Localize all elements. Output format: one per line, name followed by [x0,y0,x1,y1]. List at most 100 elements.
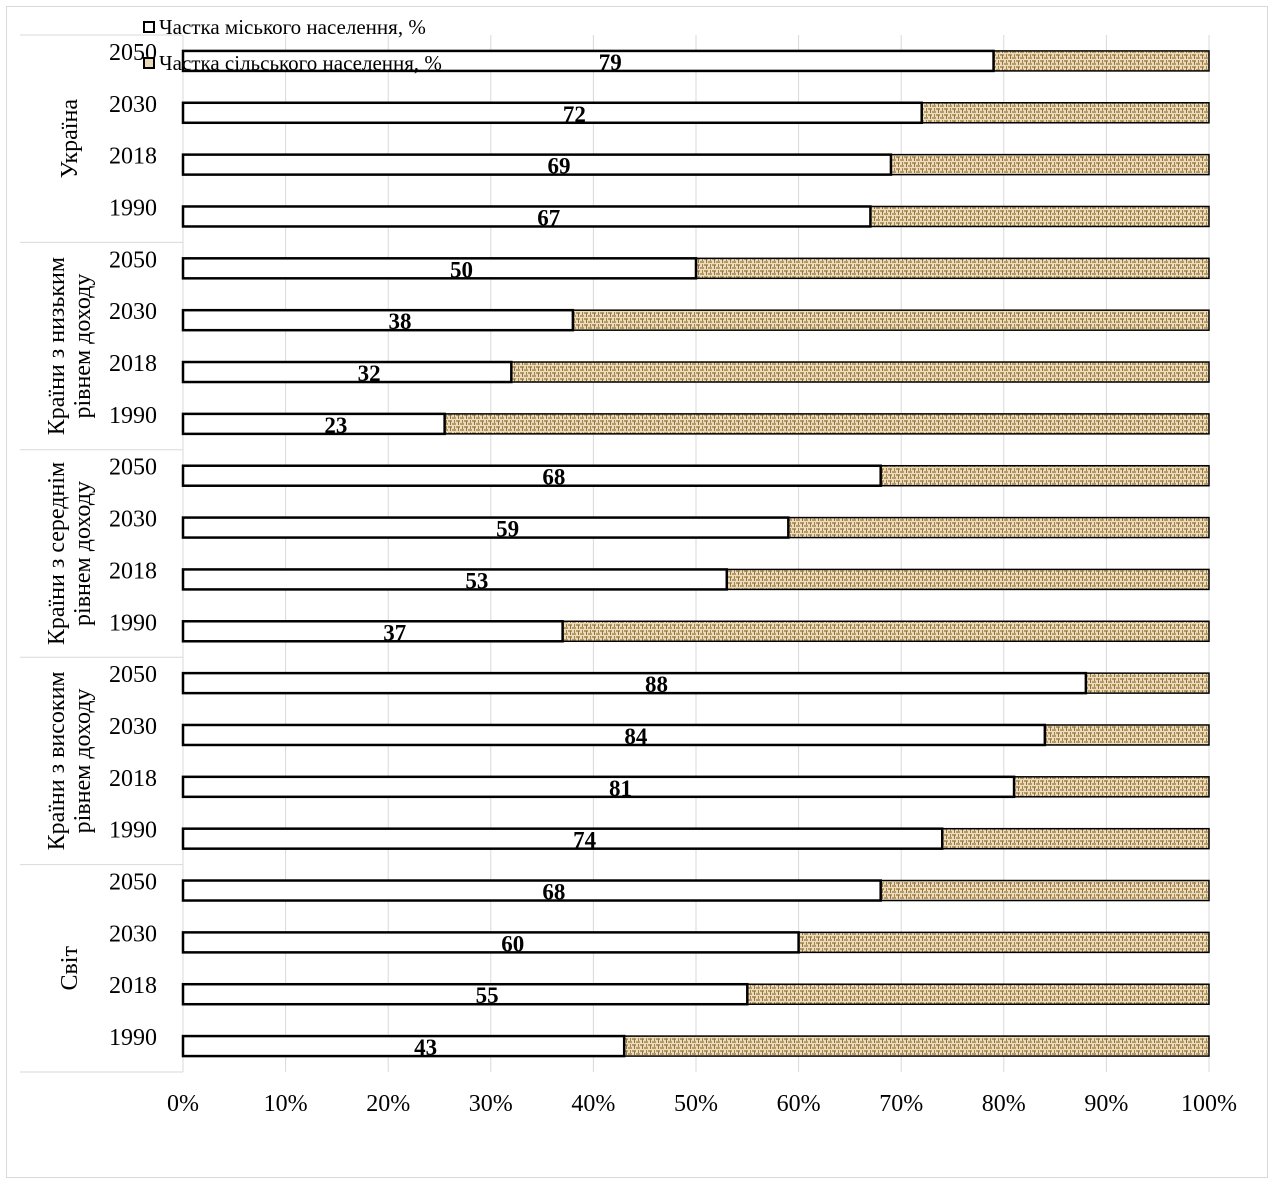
bar-urban [181,49,995,73]
x-tick-label: 60% [777,1091,821,1117]
bar-urban [181,516,790,539]
bar-rural [1044,724,1210,746]
bar-urban [181,568,729,591]
x-tick-label: 70% [879,1091,923,1117]
value-label: 43 [414,1035,437,1060]
bar-rural [869,205,1210,228]
bar-urban [181,931,800,954]
year-label: 2030 [109,299,157,325]
value-label: 69 [547,154,570,179]
group-label: рівнем доходу [70,688,96,833]
year-label: 1990 [109,403,157,429]
group-label: рівнем доходу [70,274,96,419]
bar-urban [181,671,1088,695]
value-label: 67 [537,205,560,230]
value-label: 50 [450,257,473,282]
bar-rural [890,153,1210,176]
year-label: 2030 [109,507,157,533]
bar-rural [797,931,1210,954]
group-label: рівнем доходу [70,481,96,626]
x-tick-label: 90% [1084,1091,1128,1117]
year-label: 2030 [109,92,157,118]
value-label: 59 [496,517,519,542]
year-labels: 2050 2030 2018 1990 2050 2030 2018 1990 2050 2030… [109,40,157,1051]
x-tick-label: 80% [982,1091,1026,1117]
x-tick-label: 0% [167,1091,199,1117]
bar-urban [181,257,698,280]
bar-urban [181,723,1047,747]
year-label: 2018 [109,351,157,377]
value-labels: 79 72 69 67 50 38 32 23 68 59 53 37 88 84 81 74 68 60 55 43 [324,50,668,1060]
year-label: 2018 [109,973,157,999]
value-label: 37 [383,620,406,645]
x-tick-label: 20% [366,1091,410,1117]
bar-rural [992,50,1210,72]
value-label: 88 [645,672,668,697]
bars [181,49,1210,1058]
year-label: 2018 [109,766,157,792]
legend-label-rural: Частка сільського населення, % [159,51,442,75]
year-label: 2050 [109,870,157,896]
value-label: 23 [324,413,347,438]
bar-urban [181,879,882,902]
bar-rural [623,1035,1210,1057]
value-label: 79 [599,50,622,75]
legend: Частка міського населення, % Частка сіль… [143,14,442,76]
year-label: 2018 [109,144,157,170]
bar-urban [181,101,923,125]
bar-urban [181,360,513,384]
bar-rural [726,568,1210,591]
bar-rural [1085,672,1210,694]
gridlines [182,35,1210,1072]
bar-rural [561,620,1210,643]
bar-urban [181,412,446,436]
bar-rural [510,361,1210,383]
bar-rural [572,309,1210,331]
bar-rural [787,516,1210,539]
bar-rural [879,879,1210,902]
value-label: 84 [624,724,648,749]
year-label: 1990 [109,818,157,844]
year-label: 2018 [109,558,157,584]
bar-rural [746,983,1210,1005]
x-tick-labels: 0% 10% 20% 30% 40% 50% 60% 70% 80% 90% 100% [167,1091,1237,1117]
x-tick-label: 50% [674,1091,718,1117]
value-label: 38 [388,309,411,334]
group-label: Країни з високим [44,671,70,850]
year-label: 2030 [109,921,157,947]
bar-rural [1013,776,1210,798]
year-label: 2030 [109,714,157,740]
group-label: Країни з низьким [44,257,70,435]
bar-rural [920,102,1210,124]
legend-item-urban: Частка міського населення, % [143,14,442,40]
bar-urban [181,775,1016,799]
bar-rural [695,257,1210,280]
bar-urban [181,827,944,850]
value-label: 74 [573,828,597,853]
year-label: 2050 [109,455,157,481]
x-tick-label: 30% [469,1091,513,1117]
value-label: 60 [501,931,524,956]
value-label: 81 [609,776,632,801]
bar-rural [443,413,1210,435]
legend-item-rural: Частка сільського населення, % [143,50,442,76]
year-label: 2050 [109,247,157,273]
year-label: 1990 [109,1025,157,1051]
value-label: 32 [358,361,381,386]
bar-urban [181,1034,626,1058]
group-label: Країни з середнім [44,462,70,645]
chart-frame [6,6,1268,1178]
year-label: 1990 [109,195,157,221]
value-label: 68 [542,465,565,490]
group-label: Україна [57,99,83,179]
value-label: 55 [476,983,499,1008]
bar-urban [181,205,872,228]
year-label: 1990 [109,610,157,636]
bar-urban [181,464,882,487]
value-label: 68 [542,880,565,905]
value-label: 53 [465,568,488,593]
group-label: Світ [57,946,83,991]
x-tick-label: 40% [571,1091,615,1117]
